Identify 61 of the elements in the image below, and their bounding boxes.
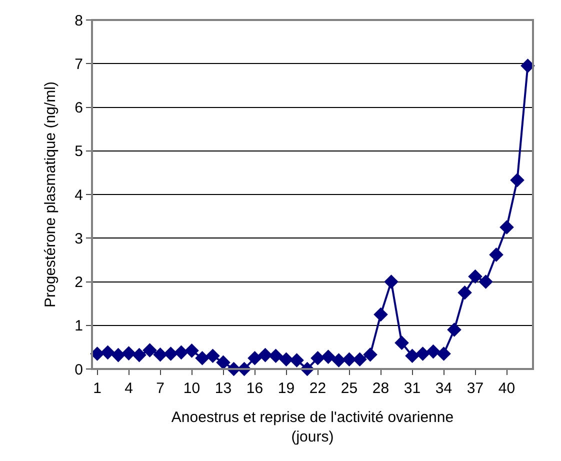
- y-tick-label: 4: [74, 186, 83, 204]
- x-tick-label: 31: [404, 380, 421, 397]
- point: [100, 345, 115, 360]
- y-tick-label: 3: [74, 230, 83, 248]
- x-tick-label: 40: [498, 380, 516, 397]
- point: [206, 348, 220, 364]
- point: [342, 352, 356, 367]
- x-tick-label: 1: [93, 380, 102, 397]
- y-tick-label: 1: [74, 318, 83, 335]
- point: [321, 350, 336, 364]
- x-tick-label: 34: [435, 380, 452, 397]
- point: [332, 353, 346, 368]
- point: [510, 172, 524, 188]
- x-axis-title: Anoestrus et reprise de l'activité ovarienne (jours): [171, 409, 454, 446]
- point: [290, 353, 304, 368]
- point: [394, 336, 409, 350]
- x-tick-label: 16: [246, 380, 264, 397]
- y-tick-label: 6: [74, 100, 83, 116]
- point: [374, 307, 388, 322]
- x-tick-label: 37: [466, 380, 484, 397]
- x-tick-label: 10: [183, 380, 200, 397]
- point: [384, 274, 398, 289]
- point: [520, 58, 535, 73]
- point: [447, 322, 462, 337]
- x-tick-label: 13: [214, 380, 232, 397]
- y-tick-label: 7: [74, 56, 83, 73]
- point: [279, 352, 294, 367]
- point: [216, 355, 230, 370]
- point: [489, 248, 504, 262]
- point: [363, 347, 378, 362]
- point: [122, 346, 136, 360]
- point: [436, 346, 451, 361]
- point: [500, 220, 514, 234]
- point: [405, 348, 420, 364]
- y-tick-label: 8: [74, 12, 83, 30]
- point: [164, 346, 178, 361]
- point: [310, 350, 325, 366]
- x-tick-label: 25: [340, 380, 358, 397]
- y-tick-label: 5: [74, 143, 83, 160]
- point: [416, 346, 430, 361]
- y-tick-label: 2: [74, 274, 83, 291]
- point: [132, 348, 146, 362]
- point: [195, 350, 210, 366]
- point: [478, 274, 493, 289]
- y-tick-label: 0: [74, 361, 83, 378]
- point: [174, 345, 188, 360]
- x-tick-label: 22: [309, 380, 326, 397]
- point: [426, 344, 440, 359]
- x-tick-label: 7: [156, 380, 164, 397]
- y-axis-title: Progestérone plasmatique (ng/ml): [42, 82, 59, 308]
- point: [184, 344, 199, 358]
- point: [468, 269, 482, 284]
- point: [248, 350, 262, 366]
- point: [458, 286, 472, 300]
- x-tick-label: 19: [278, 380, 295, 397]
- point: [111, 348, 126, 362]
- x-tick-label: 4: [124, 380, 133, 397]
- x-tick-label: 28: [372, 380, 390, 397]
- point: [142, 343, 157, 358]
- point: [268, 348, 283, 364]
- point: [352, 352, 367, 367]
